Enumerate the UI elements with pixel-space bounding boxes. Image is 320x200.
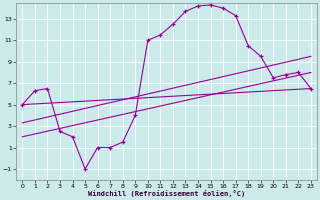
X-axis label: Windchill (Refroidissement éolien,°C): Windchill (Refroidissement éolien,°C) (88, 190, 245, 197)
